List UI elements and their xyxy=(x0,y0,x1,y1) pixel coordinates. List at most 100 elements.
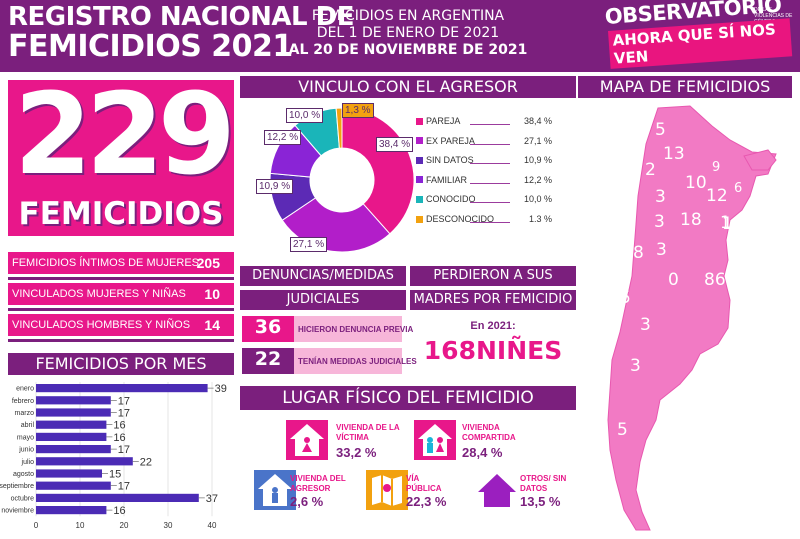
slice-label-familiar: 12,2 % xyxy=(264,130,302,145)
slice-label-conocido: 10,0 % xyxy=(286,108,324,123)
observatorio-logo: OBSERVATORIO DE LAS VIOLENCIAS DE GÉNERO… xyxy=(604,0,792,69)
house-couple-icon xyxy=(414,420,456,460)
section-lugar: LUGAR FÍSICO DEL FEMICIDIO xyxy=(240,386,576,410)
map-value: 0 xyxy=(646,509,657,529)
lugar-value-4: 22,3 % xyxy=(406,494,447,509)
lugar-value-2: 28,4 % xyxy=(462,445,503,460)
map-value: 12 xyxy=(706,186,728,206)
stat-vinculados-hombres: VINCULADOS HOMBRES Y NIÑOS 14 xyxy=(8,314,234,342)
map-value: 5 xyxy=(620,288,631,308)
stat-value: 14 xyxy=(204,317,220,333)
bar-junio xyxy=(36,445,111,454)
stat-label: VINCULADOS HOMBRES Y NIÑOS xyxy=(12,319,191,331)
map-value: 3 xyxy=(656,240,667,260)
category-label: enero xyxy=(16,386,34,393)
subtitle-line-1: FEMICIDIOS EN ARGENTINA xyxy=(311,8,505,24)
denuncia-value-1: 36 xyxy=(254,316,282,338)
data-label: 16 xyxy=(113,420,125,432)
map-value: 3 xyxy=(655,187,666,207)
legend-swatch xyxy=(416,215,423,223)
map-value: 86 xyxy=(704,270,726,290)
category-label: junio xyxy=(18,447,34,454)
title-line-2: FEMICIDIOS 2021 xyxy=(8,29,293,64)
subtitle-line-2: DEL 1 DE ENERO DE 2021 xyxy=(316,25,500,41)
legend-item: FAMILIAR 12,2 % xyxy=(416,173,552,187)
legend-swatch xyxy=(416,117,423,125)
legend-value: 27,1 % xyxy=(523,135,552,146)
legend-line xyxy=(470,163,510,165)
data-label: 16 xyxy=(113,505,125,517)
stat-vinculados-mujeres: VINCULADOS MUJERES Y NIÑAS 10 xyxy=(8,283,234,311)
data-label: 22 xyxy=(140,456,152,468)
section-mapa: MAPA DE FEMICIDIOS xyxy=(578,76,792,98)
lugar-value-5: 13,5 % xyxy=(520,494,561,509)
legend-line xyxy=(470,124,510,125)
section-por-mes: FEMICIDIOS POR MES xyxy=(8,353,234,375)
legend-swatch xyxy=(416,176,423,184)
data-label: 15 xyxy=(109,469,121,481)
slice-label-sin-datos: 10,9 % xyxy=(256,179,294,194)
data-label: 16 xyxy=(113,432,125,444)
house-other-icon xyxy=(476,470,518,510)
x-tick-label: 0 xyxy=(34,521,39,530)
legend-label: SIN DATOS xyxy=(426,155,474,166)
map-icon xyxy=(366,470,408,510)
denuncia-number-box-1: 36 xyxy=(242,316,294,342)
house-woman-icon xyxy=(286,420,328,460)
page-subtitle: FEMICIDIOS EN ARGENTINA DEL 1 DE ENERO D… xyxy=(288,8,528,59)
legend-value: 12,2 % xyxy=(523,174,552,185)
data-label: 17 xyxy=(118,481,130,493)
stat-label: VINCULADOS MUJERES Y NIÑAS xyxy=(12,288,186,300)
map-value: 0 xyxy=(668,270,679,290)
legend-value: 10,9 % xyxy=(523,155,552,166)
map-value: 9 xyxy=(712,160,721,175)
legend-line xyxy=(470,143,510,145)
stat-underline xyxy=(8,277,234,280)
total-value: 229 xyxy=(14,70,236,200)
section-denuncias-1: DENUNCIAS/MEDIDAS xyxy=(240,266,406,286)
total-label: FEMICIDIOS xyxy=(18,196,224,232)
x-tick-label: 30 xyxy=(164,521,173,530)
stat-underline xyxy=(8,308,234,311)
legend-label: FAMILIAR xyxy=(426,174,468,185)
map-value: 6 xyxy=(730,252,741,272)
denuncia-number-box-2: 22 xyxy=(242,348,294,374)
map-value: 3 xyxy=(626,158,637,178)
bar-abril xyxy=(36,420,107,429)
slice-desconocido xyxy=(335,107,343,149)
map-value: 3 xyxy=(624,211,635,231)
legend-line xyxy=(470,202,510,204)
map-value: 5 xyxy=(617,420,628,440)
map-value: 8 xyxy=(633,243,644,263)
stat-label: FEMICIDIOS ÍNTIMOS DE MUJERES xyxy=(12,257,200,269)
x-tick-label: 10 xyxy=(76,521,85,530)
bar-agosto xyxy=(36,469,102,478)
legend-swatch xyxy=(416,137,423,145)
map-value: 2 xyxy=(645,160,656,180)
bar-julio xyxy=(36,457,133,466)
argentina-map xyxy=(607,105,777,531)
lugar-label-5b: DATOS xyxy=(520,484,548,493)
slice-label-desconocido: 1,3 % xyxy=(342,103,374,118)
section-madres-1: PERDIERON A SUS xyxy=(410,266,576,286)
legend-item: DESCONOCIDO 1.3 % xyxy=(416,212,552,226)
lugar-label-1b: VÍCTIMA xyxy=(336,433,369,442)
category-label: marzo xyxy=(15,410,35,417)
slice-label-pareja: 38,4 % xyxy=(376,137,414,152)
stat-value: 205 xyxy=(196,255,220,271)
map-value: 6 xyxy=(734,181,743,196)
subtitle-line-3: AL 20 DE NOVIEMBRE DE 2021 xyxy=(288,42,528,58)
legend-item: PAREJA 38,4 % xyxy=(416,114,552,128)
legend-item: EX PAREJA 27,1 % xyxy=(416,134,552,148)
category-label: octubre xyxy=(11,495,34,502)
legend-value: 38,4 % xyxy=(523,116,552,126)
lugar-label-1a: VIVIENDA DE LA xyxy=(336,423,400,432)
stat-value: 10 xyxy=(204,286,220,302)
bar-febrero xyxy=(36,396,111,405)
denuncia-label-1: HICIERON DENUNCIA PREVIA xyxy=(298,325,414,334)
lugar-label-3a: VIVIENDA DEL xyxy=(290,474,346,483)
slice-label-ex-pareja: 27,1 % xyxy=(290,237,328,252)
bar-enero xyxy=(36,384,208,393)
legend-label: EX PAREJA xyxy=(426,135,475,146)
section-denuncias-2: JUDICIALES xyxy=(240,290,406,310)
